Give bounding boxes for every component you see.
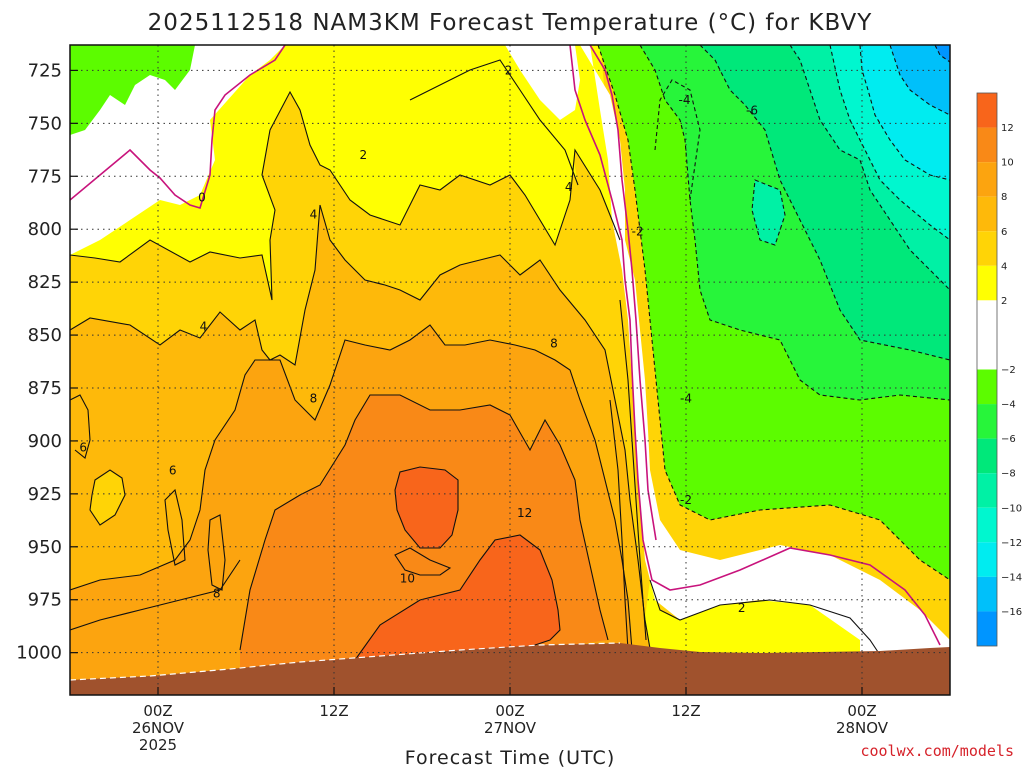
colorbar-frame [976, 92, 998, 647]
colorbar-label: −6 [1001, 434, 1016, 445]
y-tick-label: 825 [28, 272, 62, 293]
ground-terrain [70, 643, 950, 695]
contour-label: -2 [680, 493, 692, 507]
contour-label: 8 [213, 586, 221, 600]
zero-contours [70, 45, 941, 646]
band-m10-m8-pocket [752, 180, 785, 245]
colorbar-label: 2 [1001, 296, 1007, 307]
colorbar-band [977, 473, 997, 508]
x-tick-label: 27NOV [484, 719, 537, 737]
contour-label: -4 [679, 93, 691, 107]
contour-label: 2 [360, 148, 368, 162]
x-tick-label: 12Z [671, 702, 700, 720]
y-axis: 725 750 775 800 825 850 875 900 925 950 975 1000 [16, 60, 78, 664]
y-tick-label: 775 [28, 166, 62, 187]
colorbar-label: 10 [1001, 158, 1014, 169]
contour-label: 4 [310, 207, 318, 221]
y-tick-label: 750 [28, 113, 62, 134]
contour-label: 4 [200, 320, 208, 334]
colorbar-label: 8 [1001, 192, 1007, 203]
contour-label: 8 [310, 392, 318, 406]
band-m18-m16 [935, 45, 950, 62]
x-axis-label: Forecast Time (UTC) [405, 747, 615, 768]
contour-label: 2 [505, 63, 513, 77]
contour-label: 8 [550, 337, 558, 351]
chart-title: 2025112518 NAM3KM Forecast Temperature (… [148, 10, 873, 36]
colorbar-band [977, 404, 997, 439]
colorbar-label: −10 [1001, 503, 1022, 514]
y-tick-label: 975 [28, 590, 62, 611]
colorbar-band [977, 576, 997, 612]
colorbar: 12 10 8 6 4 2 −2 −4 −6 −8 −10 −12 −14 −16 [976, 92, 1022, 647]
x-tick-label: 2025 [139, 736, 177, 754]
colorbar-band [977, 265, 997, 301]
contour-label: 2 [738, 601, 746, 615]
colorbar-band [977, 162, 997, 197]
colorbar-label: 6 [1001, 227, 1007, 238]
band-m16-m14 [890, 45, 950, 115]
y-tick-label: 900 [28, 431, 62, 452]
colorbar-band [977, 300, 997, 370]
gridlines [70, 45, 950, 695]
y-tick-label: 925 [28, 484, 62, 505]
colorbar-band [977, 611, 997, 646]
y-tick-label: 875 [28, 378, 62, 399]
contour-label: -2 [632, 224, 644, 238]
contour-label: 4 [565, 180, 573, 194]
band-m4-m2-top-left [70, 45, 195, 135]
positive-contours [70, 59, 881, 661]
plot-area: 2 2 0 4 4 4 8 8 6 6 8 10 12 -4 -6 -2 -4 -2 2 [70, 45, 950, 695]
credit-text: coolwx.com/models [860, 742, 1014, 760]
band-2-4-lower-right [640, 580, 880, 655]
colorbar-label: −16 [1001, 607, 1022, 618]
band-12-14-core [395, 467, 458, 548]
colorbar-band [977, 507, 997, 543]
contour-label: 6 [79, 440, 87, 454]
contour-label: -6 [746, 104, 758, 118]
x-tick-label: 12Z [319, 702, 348, 720]
colorbar-label: −2 [1001, 365, 1016, 376]
x-tick-label: 26NOV [132, 719, 185, 737]
band-4-6-pocket [90, 470, 125, 525]
band-m2-2-right [580, 45, 950, 695]
colorbar-label: 12 [1001, 123, 1014, 134]
y-tick-label: 1000 [16, 643, 62, 664]
y-tick-label: 850 [28, 325, 62, 346]
contour-labels: 2 2 0 4 4 4 8 8 6 6 8 10 12 -4 -6 -2 -4 -2 2 [79, 63, 758, 615]
ground-edge [70, 642, 621, 681]
contour-label: 12 [517, 506, 532, 520]
colorbar-band [977, 542, 997, 577]
colorbar-band [977, 93, 997, 128]
colorbar-band [977, 127, 997, 163]
x-tick-label: 00Z [143, 702, 172, 720]
colorbar-band [977, 369, 997, 405]
colorbar-label: −14 [1001, 572, 1022, 583]
x-tick-label: 00Z [495, 702, 524, 720]
contour-label: 10 [400, 572, 415, 586]
band-m2-2-top-tongue [505, 45, 580, 120]
colorbar-band [977, 231, 997, 266]
x-tick-label: 00Z [847, 702, 876, 720]
contour-label: 6 [169, 464, 177, 478]
y-tick-label: 725 [28, 60, 62, 81]
colorbar-band [977, 196, 997, 232]
colorbar-label: 4 [1001, 261, 1007, 272]
x-tick-label: 28NOV [836, 719, 889, 737]
y-tick-label: 950 [28, 537, 62, 558]
colorbar-label: −12 [1001, 538, 1022, 549]
colorbar-label: −4 [1001, 400, 1016, 411]
contour-label: -4 [680, 392, 692, 406]
negative-contours [597, 45, 950, 581]
contour-label: 0 [198, 190, 206, 204]
y-tick-label: 800 [28, 219, 62, 240]
band-12-14-lower [355, 535, 560, 660]
colorbar-band [977, 438, 997, 474]
colorbar-label: −8 [1001, 469, 1016, 480]
